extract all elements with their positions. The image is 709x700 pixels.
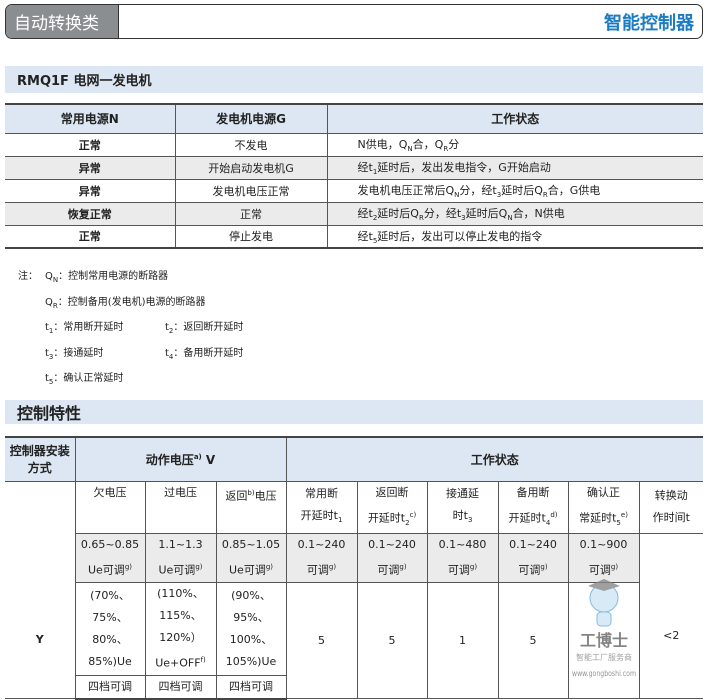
notes: 注： QN：控制常用电源的断路器 QR：控制备用(发电机)电源的断路器 t1：常用… <box>18 266 243 394</box>
y-t3: 1 <box>426 581 499 700</box>
generator-state: 停止发电 <box>174 224 328 249</box>
table-row: 正常 停止发电 经t5延时后，发出可以停止发电的指令 <box>5 224 703 249</box>
table-row: 异常 开始启动发电机G 经t1延时后，发出发电指令，G开始启动 <box>5 155 703 180</box>
normal-source-state: 正常 <box>5 132 176 157</box>
install-y: Y <box>5 582 76 700</box>
normal-source-state: 正常 <box>5 224 176 249</box>
note-t5: t5：确认正常延时 <box>45 373 124 386</box>
mascot-icon: 工博士 智能工厂服务商 www.gongboshi.com <box>572 579 636 678</box>
row-y: Y (70%、 75%、 80%、 85%)Ue (110%、 115%、 120%） Ue… <box>5 581 703 700</box>
sub-undervoltage: 欠电压 <box>74 480 146 535</box>
work-status: 经t2延时后QR分，经t3延时后QN合，N供电 <box>326 201 703 226</box>
col-work-status: 工作状态 <box>326 103 703 134</box>
normal-source-state: 异常 <box>5 155 176 180</box>
col-install-mode: 控制器安装方式 <box>5 436 76 482</box>
note-t2: t2：返回断开延时 <box>165 322 244 335</box>
work-status: N供电，QN合，QR分 <box>326 132 703 157</box>
page-header: 自动转换类 智能控制器 <box>5 4 703 39</box>
note-qn: QN：控制常用电源的断路器 <box>45 271 169 284</box>
note-qr: QR：控制备用(发电机)电源的断路器 <box>45 296 206 310</box>
install-empty-cell <box>5 480 76 583</box>
range-rv: 0.85~1.05 Ue可调g) <box>215 533 287 583</box>
section-title-rmq1f: RMQ1F 电网一发电机 <box>5 66 703 93</box>
y-t2: 5 <box>356 581 428 700</box>
section-title-control: 控制特性 <box>5 400 703 424</box>
sub-return-voltage: 返回b)电压 <box>215 480 287 535</box>
generator-state: 发电机电压正常 <box>174 178 328 203</box>
range-t1: 0.1~240 可调g) <box>285 533 358 583</box>
y-ov: (110%、 115%、 120%） Ue+OFFf) <box>144 582 217 676</box>
normal-source-state: 恢复正常 <box>5 201 176 226</box>
header-row: 控制器安装方式 动作电压a) V 工作状态 <box>5 436 703 482</box>
table-header-row: 常用电源N 发电机电源G 工作状态 <box>5 103 703 134</box>
range-t5: 0.1~900 可调g) <box>567 533 640 583</box>
generator-state: 不发电 <box>174 132 328 157</box>
sub-transfer-time: 转换动 作时间t <box>638 480 703 535</box>
range-t2: 0.1~240 可调g) <box>356 533 428 583</box>
control-characteristics-table: 控制器安装方式 动作电压a) V 工作状态 欠电压 过电压 返回b)电压 常用断… <box>5 436 703 700</box>
range-row: 0.65~0.85 Ue可调g) 1.1~1.3 Ue可调g) 0.85~1.05 U… <box>5 533 703 700</box>
col-generator-source: 发电机电源G <box>174 103 328 134</box>
note-t1: t1：常用断开延时 <box>45 322 124 335</box>
col-normal-source: 常用电源N <box>5 103 176 134</box>
work-status: 发电机电压正常后QN分，经t3延时后QR合，G供电 <box>326 178 703 203</box>
watermark-slogan: 智能工厂服务商 <box>576 652 632 662</box>
category-label: 自动转换类 <box>6 5 119 38</box>
table-row: 正常 不发电 N供电，QN合，QR分 <box>5 132 703 157</box>
rmq1f-status-table: 常用电源N 发电机电源G 工作状态 正常 不发电 N供电，QN合，QR分 异常 开始启动… <box>5 103 703 249</box>
notes-label: 注： <box>18 271 38 282</box>
sub-t4: 备用断 开延时t4d) <box>497 480 569 535</box>
table-row: 异常 发电机电压正常 发电机电压正常后QN分，经t3延时后QR合，G供电 <box>5 178 703 203</box>
normal-source-state: 异常 <box>5 178 176 203</box>
sub-t3: 接通延 时t3 <box>426 480 499 535</box>
table-row: 恢复正常 正常 经t2延时后QR分，经t3延时后QN合，N供电 <box>5 201 703 226</box>
y-t5 <box>567 581 640 700</box>
generator-state: 正常 <box>174 201 328 226</box>
sub-t1: 常用断 开延时t1 <box>285 480 358 535</box>
watermark-name: 工博士 <box>580 631 628 650</box>
col-work-status: 工作状态 <box>285 436 703 482</box>
work-status: 经t5延时后，发出可以停止发电的指令 <box>326 224 703 249</box>
watermark-url: www.gongboshi.com <box>572 669 636 678</box>
transfer-time-value: <2 <box>638 533 703 700</box>
product-title: 智能控制器 <box>604 12 694 34</box>
range-t4: 0.1~240 可调g) <box>497 533 569 583</box>
work-status: 经t1延时后，发出发电指令，G开始启动 <box>326 155 703 180</box>
generator-state: 开始启动发电机G <box>174 155 328 180</box>
range-ov: 1.1~1.3 Ue可调g) <box>144 533 217 583</box>
range-t3: 0.1~480 可调g) <box>426 533 499 583</box>
note-t4: t4：备用断开延时 <box>165 347 244 361</box>
watermark-logo: 工博士 智能工厂服务商 www.gongboshi.com <box>570 576 638 684</box>
sub-overvoltage: 过电压 <box>144 480 217 535</box>
y-t4: 5 <box>497 581 569 700</box>
y-t1: 5 <box>285 581 358 700</box>
range-uv: 0.65~0.85 Ue可调g) <box>75 533 146 583</box>
steps-rv: 四档可调 <box>215 674 287 700</box>
col-action-voltage: 动作电压a) V <box>74 436 287 482</box>
y-rv: (90%、 95%、 100%、 105%)Ue <box>215 582 287 676</box>
y-uv: (70%、 75%、 80%、 85%)Ue <box>74 582 146 676</box>
steps-ov: 四档可调 <box>144 674 217 700</box>
sub-t5: 确认正 常延时t5e) <box>567 480 640 535</box>
sub-t2: 返回断 开延时t2c) <box>356 480 428 535</box>
note-t3: t3：接通延时 <box>45 347 104 361</box>
steps-uv: 四档可调 <box>75 674 146 700</box>
subheader-row: 欠电压 过电压 返回b)电压 常用断 开延时t1 返回断 开延时t2c) 接通延 时t… <box>5 480 703 583</box>
